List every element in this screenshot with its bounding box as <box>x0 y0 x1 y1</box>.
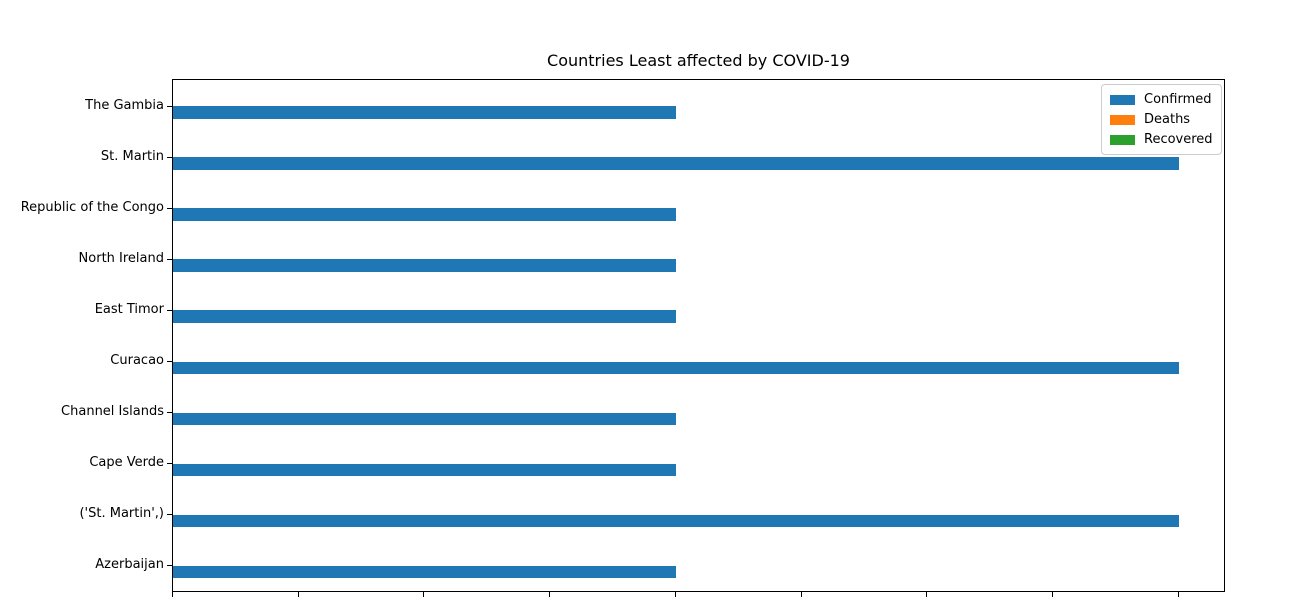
x-axis-tick <box>1178 592 1179 597</box>
y-axis-label: North Ireland <box>78 250 164 266</box>
legend-item-deaths: Deaths <box>1110 111 1213 128</box>
legend-label-confirmed: Confirmed <box>1144 92 1212 107</box>
y-axis-label: East Timor <box>94 301 164 317</box>
legend: Confirmed Deaths Recovered <box>1101 84 1222 155</box>
x-axis-tick <box>675 592 676 597</box>
legend-swatch-confirmed-icon <box>1110 94 1135 105</box>
y-axis-label: St. Martin <box>100 148 164 164</box>
plot-area <box>172 79 1225 592</box>
bar-confirmed <box>173 463 676 477</box>
y-axis-label: ('St. Martin',) <box>79 506 164 522</box>
bar-confirmed <box>173 310 676 323</box>
bar-confirmed <box>173 106 676 119</box>
y-axis-label: Azerbaijan <box>95 557 164 573</box>
y-axis-tick <box>167 463 172 464</box>
y-axis-labels: The Gambia St. Martin Republic of the Cong… <box>0 0 164 601</box>
legend-item-confirmed: Confirmed <box>1110 91 1213 108</box>
y-axis-tick <box>167 106 172 107</box>
legend-swatch-deaths-icon <box>1110 114 1135 125</box>
bar-confirmed <box>173 412 676 426</box>
legend-label-deaths: Deaths <box>1144 112 1191 127</box>
x-axis-tick <box>801 592 802 597</box>
x-axis-tick <box>926 592 927 597</box>
chart-title: Countries Least affected by COVID-19 <box>547 51 850 70</box>
x-axis-tick <box>1052 592 1053 597</box>
x-axis-tick <box>549 592 550 597</box>
y-axis-tick <box>167 208 172 209</box>
bar-confirmed <box>173 514 1179 528</box>
x-axis-tick <box>423 592 424 597</box>
x-axis-tick <box>298 592 299 597</box>
y-axis-tick <box>167 361 172 362</box>
y-axis-tick <box>167 310 172 311</box>
legend-label-recovered: Recovered <box>1144 132 1213 147</box>
bar-confirmed <box>173 259 676 272</box>
bar-confirmed <box>173 361 1179 375</box>
y-axis-label: Channel Islands <box>61 404 164 420</box>
y-axis-label: Cape Verde <box>89 455 164 471</box>
bar-confirmed <box>173 157 1179 170</box>
x-axis-tick <box>172 592 173 597</box>
legend-swatch-recovered-icon <box>1110 134 1135 145</box>
y-axis-tick <box>167 514 172 515</box>
y-axis-label: Curacao <box>110 353 164 369</box>
y-axis-tick <box>167 565 172 566</box>
y-axis-label: Republic of the Congo <box>20 199 164 215</box>
y-axis-label: The Gambia <box>85 97 164 113</box>
bar-confirmed <box>173 208 676 221</box>
y-axis-tick <box>167 412 172 413</box>
bar-confirmed <box>173 565 676 579</box>
y-axis-tick <box>167 157 172 158</box>
legend-item-recovered: Recovered <box>1110 131 1213 148</box>
y-axis-tick <box>167 259 172 260</box>
